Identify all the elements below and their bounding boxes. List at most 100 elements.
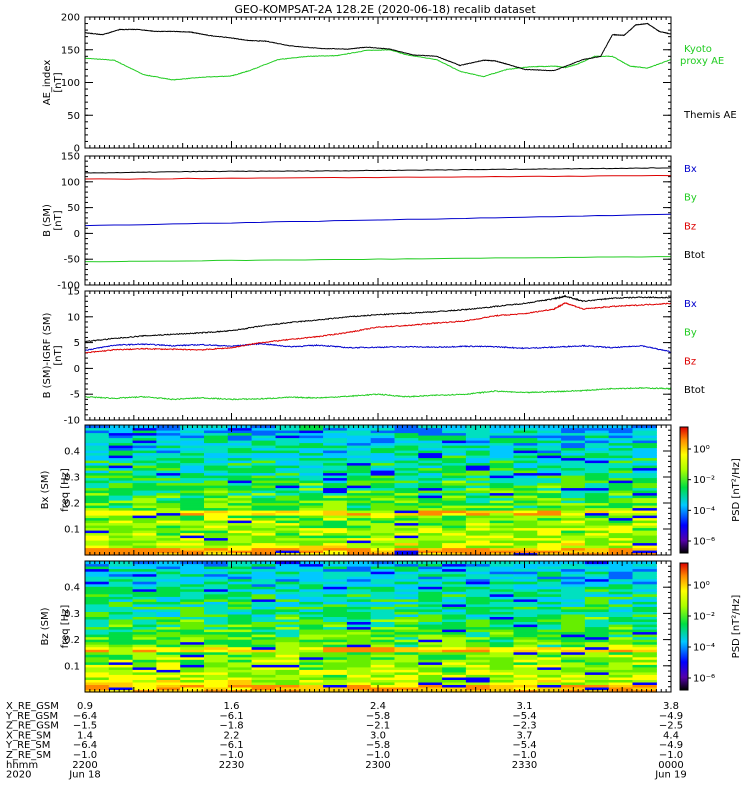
heatmap-cell-4	[632, 641, 657, 645]
heatmap-cell-4	[204, 636, 229, 640]
heatmap-cell-3	[489, 530, 515, 534]
ephemeris-value-6-2: 2300	[365, 760, 390, 771]
heatmap-cell-3	[275, 430, 300, 434]
ephemeris-value-2-2: −2.1	[366, 721, 390, 732]
heatmap-cell-4	[227, 676, 253, 680]
heatmap-cell-3	[251, 550, 276, 554]
heatmap-cell-4	[513, 664, 538, 668]
heatmap-cell-4	[513, 591, 538, 595]
ephemeris-value-0-4: 3.8	[663, 701, 679, 712]
heatmap-cell-3	[156, 490, 181, 494]
heatmap-cell-4	[323, 618, 348, 622]
heatmap-cell-4	[85, 613, 110, 617]
heatmap-cell-4	[251, 581, 276, 585]
heatmap-cell-3	[632, 472, 657, 476]
heatmap-cell-3	[465, 505, 491, 509]
heatmap-cell-4	[156, 634, 181, 638]
heatmap-cell-4	[442, 573, 467, 577]
heatmap-cell-3	[370, 437, 396, 441]
heatmap-cell-4	[418, 659, 443, 663]
heatmap-cell-4	[323, 621, 348, 625]
heatmap-cell-4	[108, 616, 134, 620]
heatmap-cell-4	[156, 626, 181, 630]
heatmap-cell-4	[513, 573, 538, 577]
heatmap-cell-4	[180, 563, 205, 567]
heatmap-cell-4	[299, 571, 324, 575]
heatmap-cell-4	[227, 681, 253, 685]
heatmap-cell-4	[513, 674, 538, 678]
heatmap-cell-3	[275, 432, 300, 436]
heatmap-cell-4	[584, 646, 610, 650]
heatmap-cell-4	[584, 571, 610, 575]
heatmap-cell-4	[370, 669, 396, 673]
heatmap-cell-4	[394, 576, 419, 580]
heatmap-cell-3	[442, 540, 467, 544]
heatmap-cell-3	[85, 552, 110, 556]
heatmap-cell-4	[465, 616, 491, 620]
heatmap-cell-4	[394, 636, 419, 640]
heatmap-cell-3	[275, 450, 300, 454]
heatmap-cell-4	[537, 681, 562, 685]
heatmap-cell-4	[299, 568, 324, 572]
heatmap-cell-4	[323, 681, 348, 685]
heatmap-cell-3	[561, 490, 586, 494]
heatmap-cell-3	[632, 430, 657, 434]
heatmap-cell-3	[584, 547, 610, 551]
heatmap-cell-3	[394, 447, 419, 451]
heatmap-cell-4	[632, 689, 657, 693]
heatmap-cell-4	[489, 576, 515, 580]
heatmap-cell-4	[132, 646, 157, 650]
heatmap-cell-3	[227, 527, 253, 531]
heatmap-cell-4	[85, 616, 110, 620]
heatmap-cell-4	[370, 624, 396, 628]
heatmap-cell-4	[346, 586, 372, 590]
heatmap-cell-3	[465, 475, 491, 479]
heatmap-cell-3	[251, 435, 276, 439]
heatmap-cell-3	[299, 490, 324, 494]
heatmap-cell-4	[251, 573, 276, 577]
heatmap-cell-3	[489, 472, 515, 476]
heatmap-cell-3	[632, 502, 657, 506]
heatmap-cell-3	[85, 452, 110, 456]
heatmap-cell-3	[227, 497, 253, 501]
heatmap-cell-4	[561, 631, 586, 635]
heatmap-cell-3	[394, 475, 419, 479]
heatmap-cell-3	[346, 540, 372, 544]
heatmap-cell-4	[561, 608, 586, 612]
heatmap-cell-4	[323, 608, 348, 612]
heatmap-cell-4	[299, 666, 324, 670]
heatmap-cell-4	[418, 634, 443, 638]
heatmap-cell-4	[275, 664, 300, 668]
heatmap-cell-4	[465, 611, 491, 615]
heatmap-cell-3	[394, 522, 419, 526]
heatmap-cell-4	[561, 659, 586, 663]
heatmap-cell-4	[132, 561, 157, 565]
legend-1-bz: Bz	[684, 221, 696, 232]
heatmap-cell-4	[108, 634, 134, 638]
heatmap-cell-3	[156, 450, 181, 454]
heatmap-cell-3	[108, 445, 134, 449]
heatmap-cell-4	[132, 581, 157, 585]
heatmap-cell-3	[442, 447, 467, 451]
heatmap-cell-3	[442, 482, 467, 486]
heatmap-cell-4	[489, 639, 515, 643]
heatmap-cell-4	[465, 681, 491, 685]
heatmap-cell-3	[489, 490, 515, 494]
heatmap-cell-4	[442, 689, 467, 693]
heatmap-cell-4	[584, 649, 610, 653]
heatmap-cell-3	[465, 547, 491, 551]
y-tick-label-2-0: -10	[64, 416, 80, 427]
heatmap-cell-3	[108, 510, 134, 514]
heatmap-cell-3	[442, 465, 467, 469]
heatmap-cell-4	[204, 568, 229, 572]
heatmap-cell-3	[513, 482, 538, 486]
heatmap-cell-3	[275, 537, 300, 541]
heatmap-cell-3	[418, 520, 443, 524]
heatmap-cell-4	[370, 586, 396, 590]
heatmap-cell-3	[108, 535, 134, 539]
heatmap-cell-3	[632, 455, 657, 459]
heatmap-cell-3	[442, 480, 467, 484]
heatmap-cell-4	[108, 603, 134, 607]
heatmap-cell-4	[537, 606, 562, 610]
heatmap-cell-3	[346, 425, 372, 429]
